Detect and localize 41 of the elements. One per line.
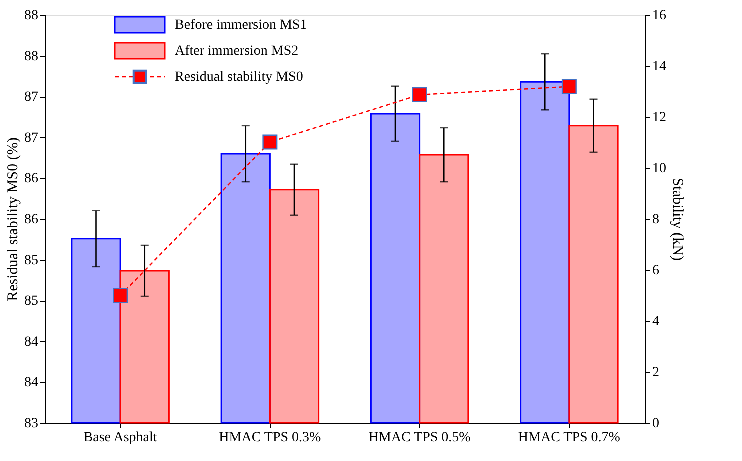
y-tick-label: 88 <box>24 49 38 64</box>
y2-tick-label: 6 <box>652 264 660 278</box>
x-tick-label: HMAC TPS 0.3% <box>219 430 322 446</box>
bar <box>71 238 122 424</box>
y-tick-label: 83 <box>24 416 38 432</box>
y-axis-title: Residual stability MS0 (%) <box>6 138 22 302</box>
y2-tick-label: 4 <box>652 314 660 330</box>
y2-tick-label: 12 <box>652 110 666 126</box>
bar <box>568 125 619 424</box>
y2-tick-label: 8 <box>652 212 660 228</box>
x-tick-label: HMAC TPS 0.7% <box>518 430 621 446</box>
bar <box>120 270 170 424</box>
legend-label: Residual stability MS0 <box>175 70 304 85</box>
bar <box>220 153 271 424</box>
y-tick-label: 87 <box>24 130 38 146</box>
point <box>412 87 428 102</box>
y2-tick-label: 0 <box>652 416 660 432</box>
legend-label: After immersion MS2 <box>175 44 299 59</box>
point <box>562 79 577 94</box>
point <box>113 288 128 304</box>
y-tick-label: 85 <box>24 253 38 268</box>
y2-tick-label: 16 <box>652 8 666 24</box>
y-tick-label: 86 <box>24 172 38 187</box>
y2-tick-label: 14 <box>652 60 666 74</box>
y2-axis-title: Stability (kN) <box>670 178 686 261</box>
point <box>262 134 278 150</box>
y-tick-label: 87 <box>24 90 38 106</box>
bar <box>269 189 320 424</box>
y-tick-label: 84 <box>24 334 38 350</box>
y2-tick-label: 10 <box>652 162 666 176</box>
y-tick-label: 86 <box>24 212 38 228</box>
bar <box>419 154 470 424</box>
x-tick-label: HMAC TPS 0.5% <box>368 430 472 446</box>
y2-tick-label: 2 <box>652 366 660 380</box>
x-tick-label: Base Asphalt <box>84 430 158 446</box>
y-tick-label: 84 <box>24 376 38 391</box>
bar <box>520 81 570 424</box>
y-tick-label: 88 <box>24 8 38 24</box>
y-tick-label: 85 <box>24 294 38 310</box>
bar <box>370 113 421 424</box>
legend-label: Before immersion MS1 <box>175 18 308 33</box>
